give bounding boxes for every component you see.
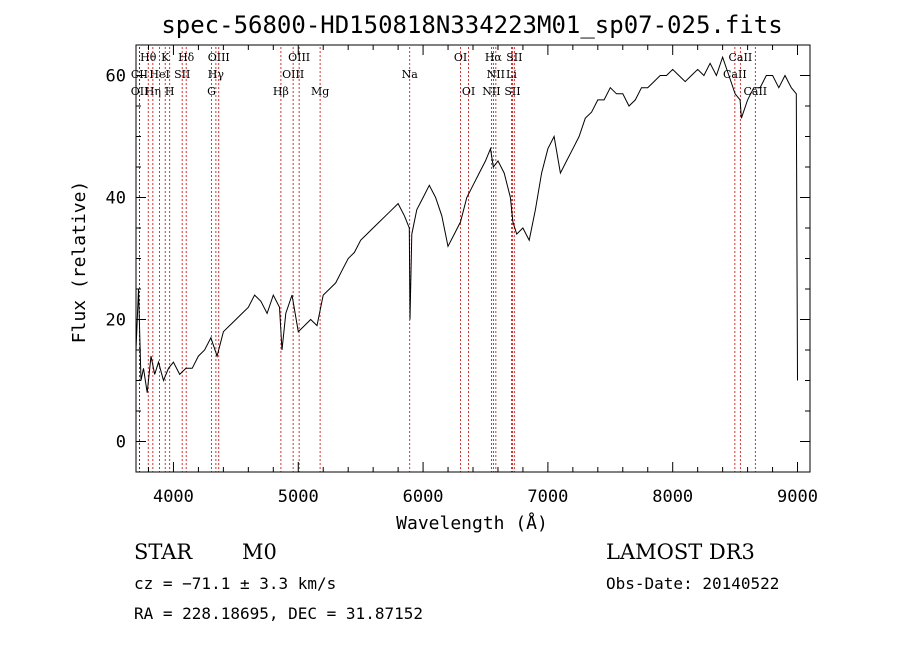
line-label: CII xyxy=(131,68,148,81)
line-label: OI xyxy=(454,51,467,64)
observation-date: Obs-Date: 20140522 xyxy=(606,574,780,593)
line-label: G xyxy=(207,85,216,98)
line-label: OIII xyxy=(288,51,310,64)
line-label: H xyxy=(165,85,175,98)
coordinates: RA = 228.18695, DEC = 31.87152 xyxy=(134,604,423,623)
line-label: OII xyxy=(131,85,149,98)
y-axis-label: Flux (relative) xyxy=(69,181,90,344)
emission-line-markers xyxy=(138,47,756,472)
object-class: STAR xyxy=(134,540,193,564)
y-tick-label: 40 xyxy=(106,189,126,209)
survey-name: LAMOST DR3 xyxy=(606,540,755,564)
line-label: CaII xyxy=(743,85,767,98)
chart-title: spec-56800-HD150818N334223M01_sp07-025.f… xyxy=(161,11,782,39)
x-tick-label: 8000 xyxy=(652,487,693,507)
line-label: CaII xyxy=(723,68,747,81)
x-tick-label: 9000 xyxy=(777,487,818,507)
line-label: NII xyxy=(482,85,500,98)
x-tick-label: 6000 xyxy=(403,487,444,507)
line-label: Li xyxy=(506,68,517,81)
y-axis-ticks: 0 20 40 60 xyxy=(106,44,810,473)
line-label: Na xyxy=(402,68,419,81)
line-label: NII xyxy=(487,68,505,81)
y-tick-label: 60 xyxy=(106,67,126,87)
line-label: OIII xyxy=(208,51,230,64)
x-axis-label: Wavelength (Å) xyxy=(396,512,548,534)
line-label: Hη xyxy=(145,85,161,98)
plot-frame xyxy=(135,44,811,473)
line-label: Hγ xyxy=(208,68,225,81)
line-label: Hδ xyxy=(178,51,195,64)
line-label: SII xyxy=(506,51,522,64)
y-tick-label: 20 xyxy=(106,311,126,331)
line-label: SII xyxy=(174,68,190,81)
object-subclass: M0 xyxy=(242,540,277,564)
line-label: OI xyxy=(462,85,475,98)
x-tick-label: 7000 xyxy=(527,487,568,507)
flux-series-line xyxy=(135,55,798,393)
line-label: Hβ xyxy=(273,85,289,98)
line-label: Mg xyxy=(311,85,329,98)
x-axis-ticks: 4000 5000 6000 7000 8000 9000 xyxy=(147,45,818,507)
y-tick-label: 0 xyxy=(116,433,126,453)
line-label: HeI xyxy=(149,68,169,81)
line-label: Hα xyxy=(485,51,503,64)
line-label: OIII xyxy=(282,68,304,81)
line-label: Hθ xyxy=(140,51,157,64)
redshift-velocity: cz = −71.1 ± 3.3 km/s xyxy=(134,574,337,593)
line-label: SII xyxy=(504,85,520,98)
x-tick-label: 4000 xyxy=(153,487,194,507)
line-label: CaII xyxy=(729,51,753,64)
x-tick-label: 5000 xyxy=(278,487,319,507)
line-label: K xyxy=(161,51,170,64)
